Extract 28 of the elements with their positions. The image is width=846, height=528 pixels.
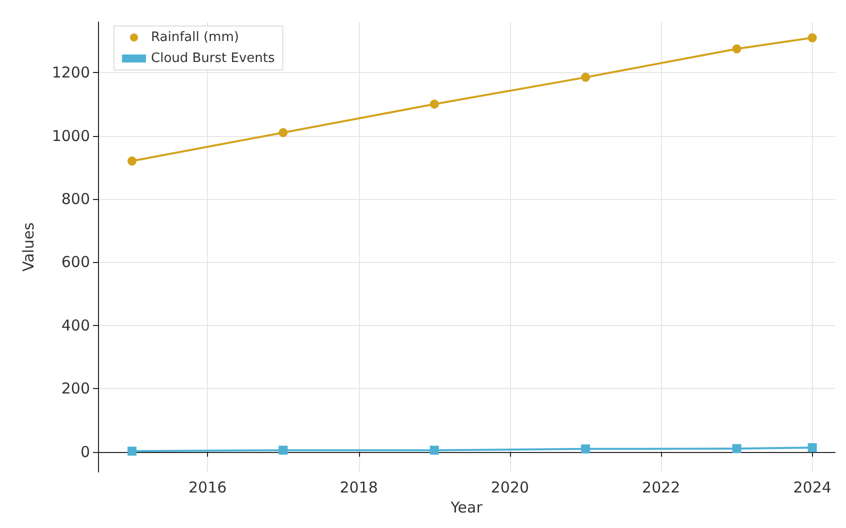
x-tick-label: 2016: [188, 478, 227, 496]
point: [808, 33, 817, 42]
point: [430, 446, 439, 455]
y-tick-label: 800: [61, 190, 90, 208]
x-tick-label: 2024: [793, 478, 832, 496]
point: [278, 128, 288, 138]
y-tick-label: 0: [80, 442, 90, 461]
point: [430, 100, 439, 109]
x-tick-label: 2020: [490, 478, 530, 496]
legend-label: Rainfall (mm): [151, 30, 239, 45]
point: [732, 444, 742, 454]
y-tick-label: 1000: [52, 126, 90, 145]
y-tick-label: 400: [61, 316, 90, 334]
x-tick-label: 2018: [340, 478, 378, 496]
x-axis-title: Year: [450, 498, 484, 516]
point: [581, 444, 590, 454]
point: [128, 446, 137, 456]
point: [581, 72, 590, 82]
y-tick-label: 200: [61, 380, 90, 398]
legend-label: Cloud Burst Events: [151, 51, 276, 66]
y-tick-label: 600: [61, 253, 90, 272]
y-axis-title: Values: [20, 222, 38, 272]
y-tick-label: 1200: [52, 64, 90, 82]
point: [128, 156, 137, 166]
point: [278, 446, 288, 455]
point: [732, 44, 742, 54]
x-tick-label: 2022: [642, 478, 680, 496]
point: [808, 443, 817, 452]
